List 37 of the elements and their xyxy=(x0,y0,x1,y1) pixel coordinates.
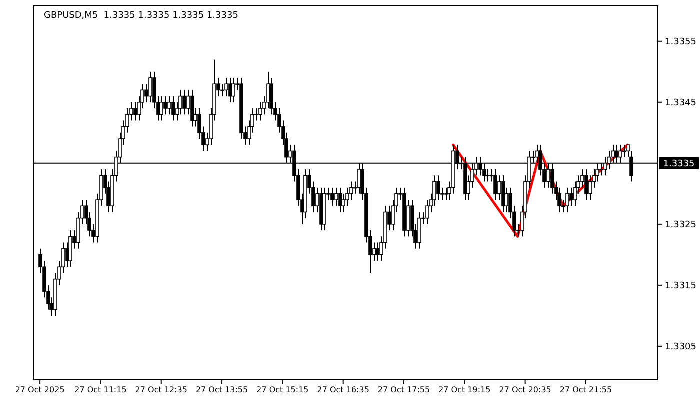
candlestick xyxy=(330,187,334,207)
candlestick xyxy=(570,187,574,207)
x-tick-label: 27 Oct 19:15 xyxy=(438,386,491,395)
candlestick xyxy=(494,169,498,201)
x-tick-label: 27 Oct 13:55 xyxy=(196,386,248,395)
x-tick-label: 27 Oct 2025 xyxy=(15,386,65,395)
y-tick-label: 1.3325 xyxy=(665,220,696,230)
candlestick xyxy=(584,169,588,201)
x-tick-label: 27 Oct 20:35 xyxy=(499,386,552,395)
candlestick xyxy=(164,96,168,116)
y-tick-label: 1.3345 xyxy=(665,98,696,108)
ref-line-label: 1.3335 xyxy=(663,159,695,170)
candlestick xyxy=(436,175,440,201)
candlestick xyxy=(232,77,236,103)
candlestick xyxy=(172,96,176,122)
line-series xyxy=(452,144,629,238)
candlestick xyxy=(148,71,152,103)
y-tick-label: 1.3315 xyxy=(665,281,696,292)
candlestick xyxy=(566,187,570,213)
y-tick-label: 1.3305 xyxy=(665,342,696,352)
x-tick-label: 27 Oct 16:35 xyxy=(317,386,370,395)
candlestick xyxy=(168,96,172,116)
candlestick xyxy=(182,90,186,116)
candlestick xyxy=(334,187,338,207)
text: GBPUSD,M5 1.3335 1.3335 1.3335 1.3335 xyxy=(44,11,238,21)
candlestick xyxy=(160,96,164,122)
candlestick xyxy=(224,77,228,97)
x-tick-label: 27 Oct 15:15 xyxy=(256,386,309,395)
x-tick-label: 27 Oct 21:55 xyxy=(560,386,612,395)
candlestick xyxy=(134,102,138,122)
x-tick-label: 27 Oct 12:35 xyxy=(135,386,188,395)
candlestick xyxy=(622,144,626,158)
y-tick-label: 1.3355 xyxy=(665,37,696,48)
candlestick xyxy=(338,187,342,213)
x-tick-label: 27 Oct 17:55 xyxy=(378,386,430,395)
x-tick-label: 27 Oct 11:15 xyxy=(74,386,127,395)
candlestick xyxy=(376,242,380,262)
